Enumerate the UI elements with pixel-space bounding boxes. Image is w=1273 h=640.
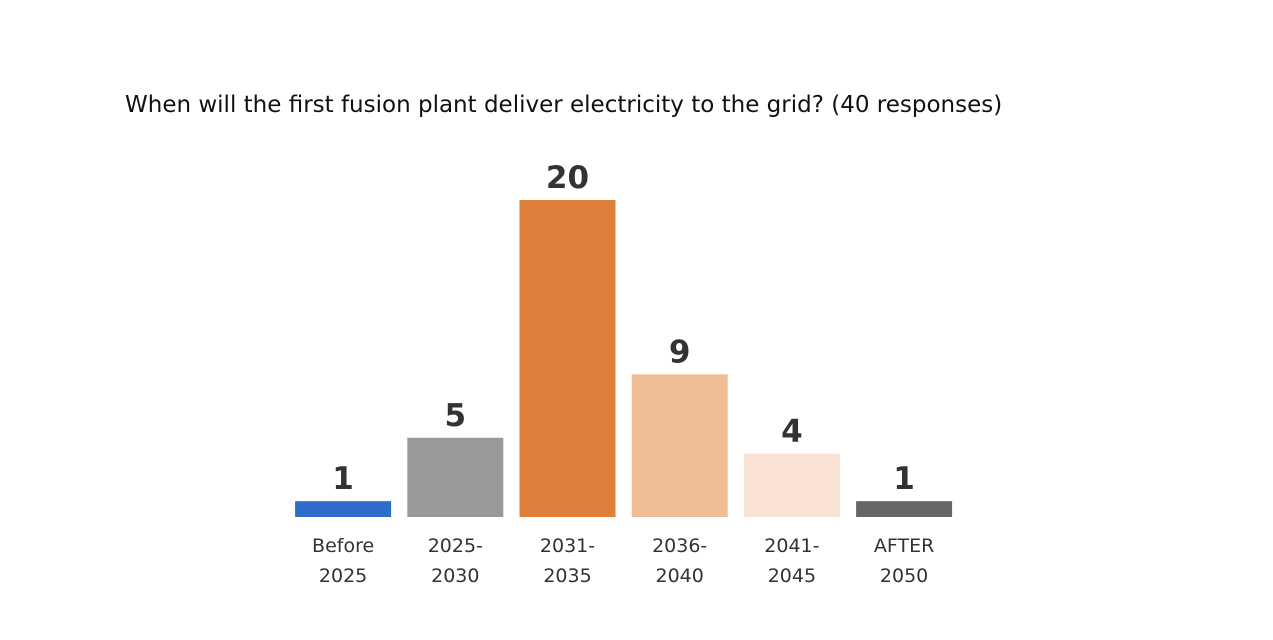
x-tick-label: 2041- 2045 — [764, 535, 820, 587]
x-tick-label: AFTER 2050 — [873, 535, 935, 587]
x-tick-label: 2036- 2040 — [652, 535, 708, 587]
bar — [407, 437, 504, 517]
value-label: 1 — [893, 461, 915, 497]
bar — [856, 501, 953, 517]
bar — [519, 200, 616, 517]
value-label: 4 — [781, 414, 803, 450]
x-tick-label: 2025- 2030 — [427, 535, 483, 587]
bar — [295, 501, 392, 517]
bar — [743, 453, 840, 517]
chart-title: When will the first fusion plant deliver… — [125, 92, 1002, 118]
x-tick-label: Before 2025 — [312, 535, 375, 587]
value-label: 20 — [546, 160, 589, 196]
value-label: 5 — [445, 398, 467, 434]
value-label: 1 — [332, 461, 354, 497]
value-label: 9 — [669, 334, 691, 370]
x-tick-label: 2031- 2035 — [539, 535, 596, 587]
bar — [631, 374, 728, 517]
